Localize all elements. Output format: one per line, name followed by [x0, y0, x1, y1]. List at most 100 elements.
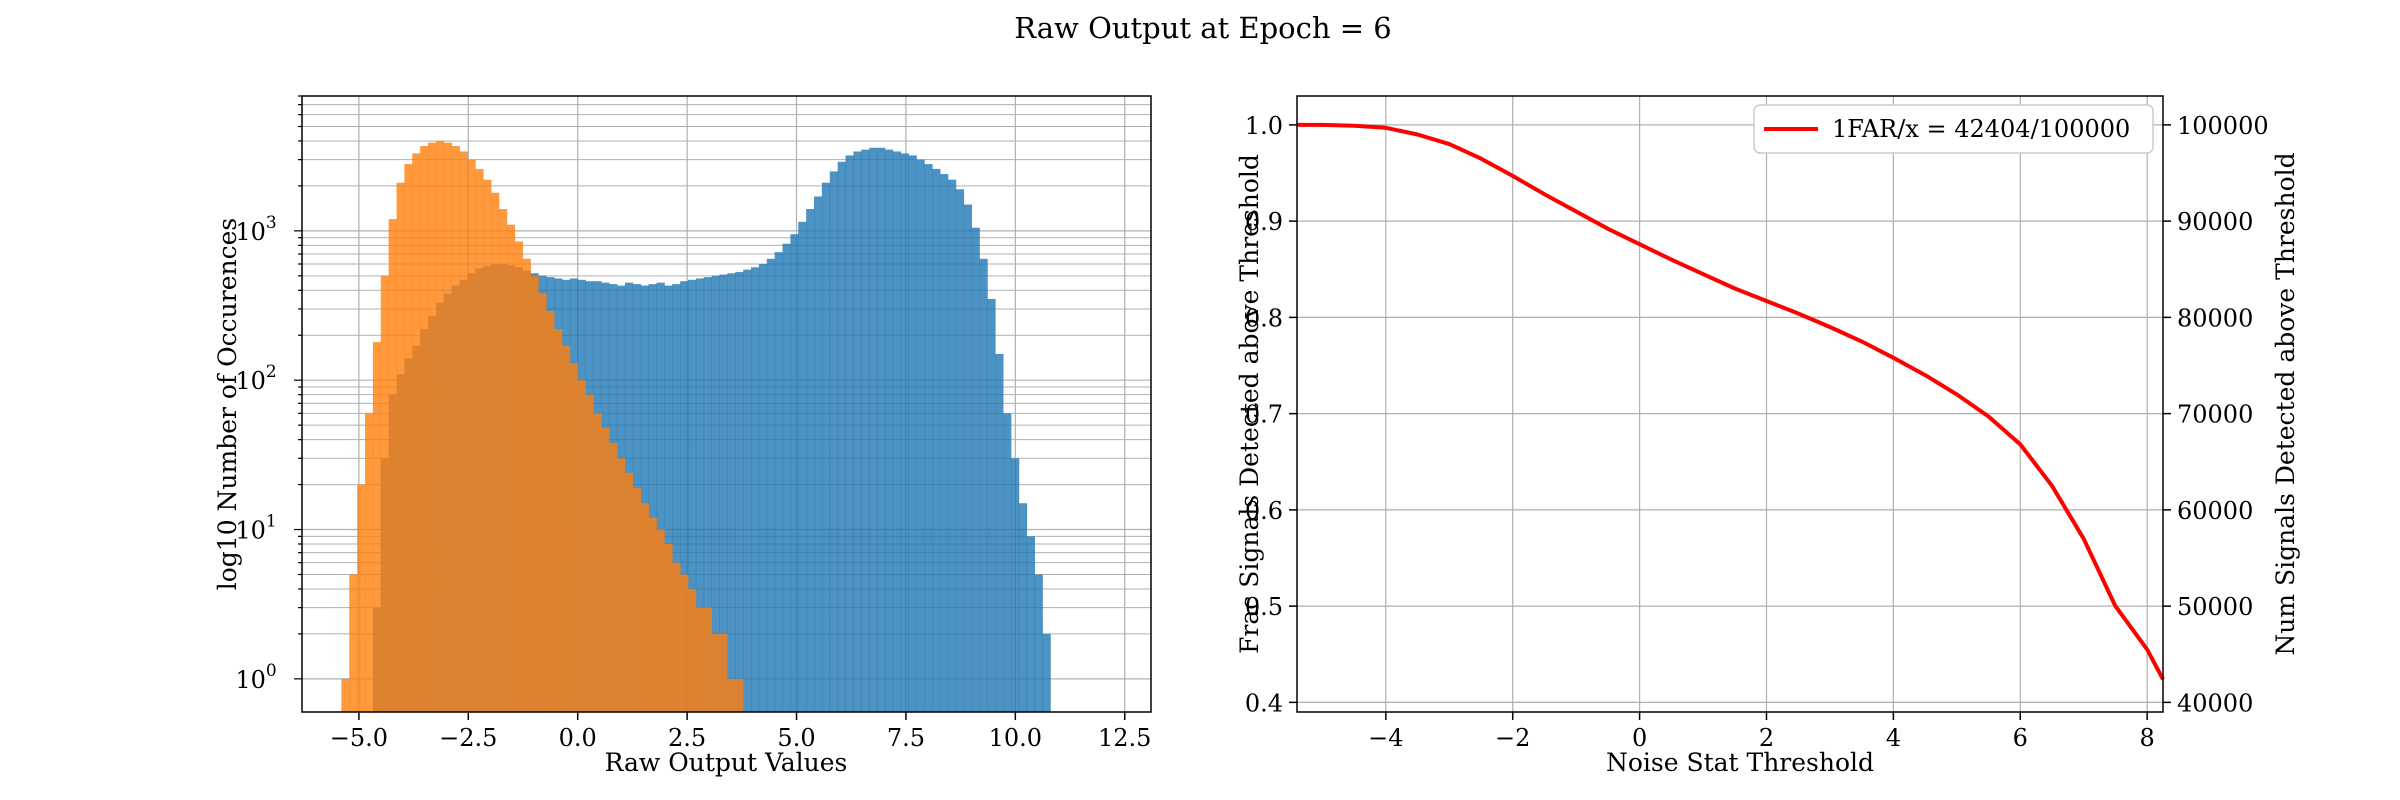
histogram-bar	[420, 146, 429, 712]
histogram-bar	[900, 153, 909, 712]
histogram-bar	[814, 196, 823, 712]
histogram-bar	[703, 277, 713, 712]
histogram-x-tick-label: 5.0	[777, 724, 815, 752]
histogram-bar	[837, 161, 846, 712]
histogram-bar	[412, 153, 421, 712]
histogram-bar	[546, 311, 555, 712]
histogram-bar	[475, 168, 484, 712]
histogram-bar	[514, 241, 523, 713]
histogram-y-tick-label: 101	[235, 512, 276, 545]
detection-y2-tick-label: 60000	[2177, 497, 2253, 525]
histogram-bar	[491, 192, 500, 712]
histogram-bar	[451, 146, 460, 712]
histogram-bar	[640, 285, 650, 712]
histogram-bar	[609, 442, 618, 712]
histogram-bar	[971, 227, 980, 712]
detection-curve	[1297, 122, 2165, 681]
histogram-bar	[467, 159, 476, 712]
histogram-bar	[892, 151, 902, 712]
histogram-bar	[372, 342, 382, 712]
histogram-bar	[727, 678, 736, 712]
histogram-bar	[380, 275, 390, 712]
histogram-bar	[656, 529, 665, 712]
detection-y-tick-label: 1.0	[1245, 112, 1283, 140]
histogram-bar	[585, 394, 594, 712]
legend-label: 1FAR/x = 42404/100000	[1832, 115, 2130, 143]
histogram-bar	[632, 487, 642, 712]
histogram-y-tick-label: 100	[235, 661, 276, 694]
detection-y-tick-label: 0.5	[1245, 593, 1283, 621]
histogram-bar	[1042, 633, 1051, 712]
detection-x-tick-label: −2	[1495, 724, 1530, 752]
histogram-bar	[955, 189, 965, 713]
histogram-x-label: Raw Output Values	[605, 748, 848, 777]
histogram-x-tick-label: 0.0	[559, 724, 597, 752]
figure-title: Raw Output at Epoch = 6	[1014, 11, 1392, 45]
histogram-bar	[798, 221, 807, 712]
histogram-bar	[916, 159, 925, 712]
histogram-bar	[1026, 536, 1035, 712]
detection-x-tick-label: −4	[1368, 724, 1403, 752]
histogram-bar	[640, 503, 650, 712]
histogram-bar	[735, 272, 744, 712]
histogram-bar	[687, 279, 697, 712]
detection-y2-tick-label: 40000	[2177, 689, 2253, 717]
detection-y2-tick-label: 90000	[2177, 208, 2253, 236]
histogram-bar	[829, 171, 839, 713]
histogram-bar	[648, 517, 657, 712]
histogram-x-tick-label: −5.0	[330, 724, 388, 752]
histogram-bar	[617, 458, 626, 712]
histogram-bar	[435, 140, 445, 713]
detection-grid	[1297, 96, 2163, 712]
histogram-bar	[821, 182, 831, 713]
histogram-bar	[751, 267, 760, 712]
detection-y-tick-label: 0.8	[1245, 304, 1283, 332]
histogram-bar	[940, 174, 949, 713]
histogram-bar	[569, 363, 579, 712]
histogram-bar	[656, 282, 665, 712]
detection-x-ticks: −4 −2 0 2 4 6 8	[1368, 712, 2155, 752]
histogram-bar	[459, 151, 468, 712]
detection-y2-tick-label: 80000	[2177, 304, 2253, 332]
histogram-bar	[530, 275, 539, 712]
detection-x-label: Noise Stat Threshold	[1606, 748, 1874, 777]
histogram-bar	[877, 147, 886, 712]
histogram-bar	[601, 427, 610, 712]
histogram-bar	[719, 274, 728, 712]
histogram-bar	[672, 284, 681, 712]
histogram-bar	[680, 281, 689, 712]
histogram-bar	[727, 273, 736, 712]
histogram-bar	[365, 413, 374, 712]
histogram-bar	[396, 182, 405, 713]
histogram-bar	[428, 142, 437, 712]
histogram-bar	[963, 204, 972, 712]
detection-y2-tick-label: 50000	[2177, 593, 2253, 621]
histogram-bar	[593, 413, 602, 712]
detection-y-tick-label: 0.7	[1245, 401, 1283, 429]
histogram-y-tick-label: 103	[235, 213, 276, 246]
legend: 1FAR/x = 42404/100000	[1753, 104, 2154, 154]
histogram-bar	[774, 252, 783, 713]
histogram-bar	[1018, 503, 1028, 712]
detection-y-tick-label: 0.4	[1245, 689, 1283, 717]
histogram-bar	[1034, 574, 1043, 712]
histogram-bar	[538, 293, 547, 712]
histogram-x-tick-label: −2.5	[439, 724, 497, 752]
histogram-bar	[924, 164, 933, 712]
histogram-bar	[577, 380, 586, 712]
histogram-bar	[695, 278, 705, 712]
histogram-bar	[404, 164, 413, 712]
histogram-bar	[703, 607, 713, 712]
histogram-bar	[341, 678, 350, 712]
detection-y-ticks-right: 40000 50000 60000 70000 80000 90000 100000	[2163, 112, 2269, 717]
histogram-bar	[908, 155, 917, 713]
histogram-plot-frame	[301, 95, 1152, 713]
histogram-bar	[719, 633, 728, 712]
detection-x-tick-label: 4	[1886, 724, 1901, 752]
detection-y-label-left: Frac Signals Detected above Threshold	[1235, 154, 1264, 654]
histogram-x-tick-label: 2.5	[668, 724, 706, 752]
detection-y-tick-label: 0.9	[1245, 208, 1283, 236]
histogram-bar	[932, 168, 941, 712]
